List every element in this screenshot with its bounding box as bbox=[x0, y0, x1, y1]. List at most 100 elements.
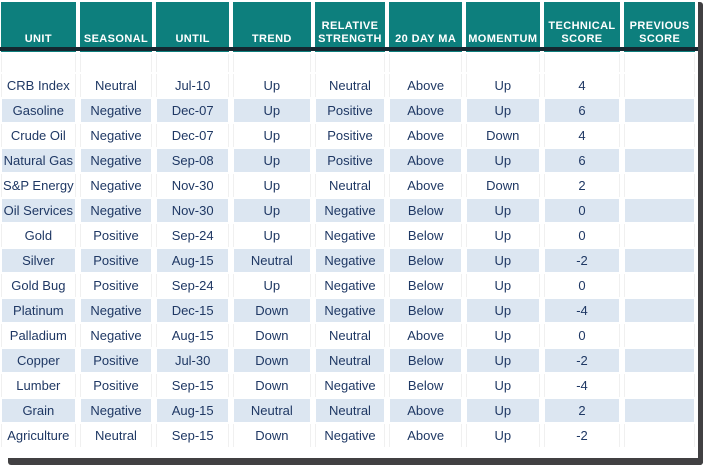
frame-shadow-bottom bbox=[8, 458, 703, 465]
cell: Positive bbox=[79, 224, 153, 247]
cell: Sep-24 bbox=[156, 274, 229, 297]
cell: Above bbox=[389, 124, 462, 147]
cell: 4 bbox=[543, 74, 621, 97]
cell: 0 bbox=[543, 224, 621, 247]
cell: Below bbox=[389, 199, 462, 222]
cell: Down bbox=[465, 124, 540, 147]
column-header-previous-score: PREVIOUS SCORE bbox=[624, 2, 695, 52]
cell: Below bbox=[389, 274, 462, 297]
table-row: Grain Negative Aug-15 Neutral Neutral Above Up… bbox=[1, 399, 695, 422]
cell: Neutral bbox=[79, 424, 153, 447]
table-row: Gasoline Negative Dec-07 Up Positive Above Up 6 bbox=[1, 99, 695, 122]
cell: Dec-07 bbox=[156, 99, 229, 122]
cell bbox=[624, 249, 695, 272]
cell: Jul-30 bbox=[156, 349, 229, 372]
cell: Below bbox=[389, 249, 462, 272]
cell: 0 bbox=[543, 324, 621, 347]
cell: Neutral bbox=[314, 399, 386, 422]
cell: Negative bbox=[314, 374, 386, 397]
cell: Up bbox=[465, 149, 540, 172]
table-row: Crude Oil Negative Dec-07 Up Positive Above Do… bbox=[1, 124, 695, 147]
cell: Up bbox=[465, 99, 540, 122]
cell: Aug-15 bbox=[156, 249, 229, 272]
column-header-relative-strength: RELATIVE STRENGTH bbox=[314, 2, 386, 52]
cell: Negative bbox=[79, 124, 153, 147]
cell: Sep-24 bbox=[156, 224, 229, 247]
cell: Up bbox=[465, 74, 540, 97]
column-header-seasonal: SEASONAL bbox=[79, 2, 153, 52]
cell: Dec-15 bbox=[156, 299, 229, 322]
cell: 4 bbox=[543, 124, 621, 147]
cell: Negative bbox=[79, 99, 153, 122]
column-header-technical-score: TECHNICAL SCORE bbox=[543, 2, 621, 52]
cell: Up bbox=[232, 199, 311, 222]
table-row: Silver Positive Aug-15 Neutral Negative Below… bbox=[1, 249, 695, 272]
cell: Copper bbox=[1, 349, 76, 372]
cell bbox=[624, 224, 695, 247]
cell: Platinum bbox=[1, 299, 76, 322]
cell: 0 bbox=[543, 274, 621, 297]
spacer-cell bbox=[79, 54, 153, 72]
spacer-cell bbox=[543, 54, 621, 72]
cell: Up bbox=[232, 149, 311, 172]
cell bbox=[624, 174, 695, 197]
cell: -2 bbox=[543, 349, 621, 372]
cell: Up bbox=[465, 299, 540, 322]
cell: 6 bbox=[543, 99, 621, 122]
cell: Positive bbox=[79, 374, 153, 397]
cell: Up bbox=[465, 424, 540, 447]
cell: Negative bbox=[79, 299, 153, 322]
table-row: Lumber Positive Sep-15 Down Negative Below Up -… bbox=[1, 374, 695, 397]
cell: Sep-15 bbox=[156, 424, 229, 447]
cell: Negative bbox=[314, 199, 386, 222]
cell: Up bbox=[465, 199, 540, 222]
table-row: Agriculture Neutral Sep-15 Down Negative Abov… bbox=[1, 424, 695, 447]
cell: Up bbox=[465, 274, 540, 297]
cell: Oil Services bbox=[1, 199, 76, 222]
spacer-cell bbox=[465, 54, 540, 72]
cell: Aug-15 bbox=[156, 324, 229, 347]
cell: Negative bbox=[79, 399, 153, 422]
cell: Neutral bbox=[79, 74, 153, 97]
cell: Positive bbox=[79, 274, 153, 297]
cell: Positive bbox=[314, 124, 386, 147]
cell: Below bbox=[389, 224, 462, 247]
cell bbox=[624, 199, 695, 222]
cell: Up bbox=[465, 249, 540, 272]
spacer-row bbox=[1, 54, 695, 72]
header-row: UNIT SEASONAL UNTIL TREND RELATIVE STRENGTH 2… bbox=[1, 2, 695, 52]
cell: Positive bbox=[79, 249, 153, 272]
cell: Up bbox=[232, 74, 311, 97]
column-header-until: UNTIL bbox=[156, 2, 229, 52]
cell: Neutral bbox=[232, 399, 311, 422]
cell: Up bbox=[465, 399, 540, 422]
cell: Up bbox=[232, 124, 311, 147]
cell bbox=[624, 299, 695, 322]
cell bbox=[624, 124, 695, 147]
cell bbox=[624, 374, 695, 397]
table-row: Palladium Negative Aug-15 Down Neutral Above U… bbox=[1, 324, 695, 347]
spacer-cell bbox=[1, 54, 76, 72]
cell: Down bbox=[232, 324, 311, 347]
cell: Below bbox=[389, 299, 462, 322]
cell: Negative bbox=[314, 424, 386, 447]
cell: Down bbox=[232, 349, 311, 372]
cell: Positive bbox=[314, 149, 386, 172]
cell: Grain bbox=[1, 399, 76, 422]
table-row: Gold Bug Positive Sep-24 Up Negative Below Up 0 bbox=[1, 274, 695, 297]
table-row: S&P Energy Negative Nov-30 Up Neutral Above Do… bbox=[1, 174, 695, 197]
cell: CRB Index bbox=[1, 74, 76, 97]
table-row: Oil Services Negative Nov-30 Up Negative Belo… bbox=[1, 199, 695, 222]
cell: Lumber bbox=[1, 374, 76, 397]
cell: Aug-15 bbox=[156, 399, 229, 422]
cell: Gold Bug bbox=[1, 274, 76, 297]
cell: -2 bbox=[543, 424, 621, 447]
cell: 0 bbox=[543, 199, 621, 222]
cell: Sep-15 bbox=[156, 374, 229, 397]
cell: Neutral bbox=[314, 174, 386, 197]
column-header-unit: UNIT bbox=[1, 2, 76, 52]
cell: Nov-30 bbox=[156, 174, 229, 197]
cell: Dec-07 bbox=[156, 124, 229, 147]
cell: Negative bbox=[79, 199, 153, 222]
